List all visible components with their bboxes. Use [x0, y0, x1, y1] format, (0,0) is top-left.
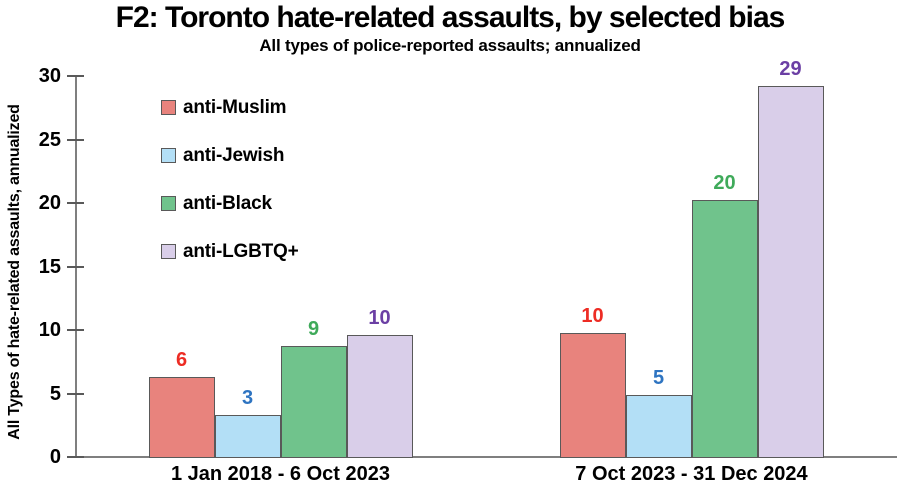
data-label-anti-muslim-1: 6 — [175, 348, 188, 371]
y-tick-mark — [67, 138, 84, 141]
data-label-anti-lgbtq-1: 10 — [368, 307, 391, 330]
y-tick-label: 25 — [38, 128, 61, 151]
legend-label-anti-black: anti-Black — [183, 192, 272, 214]
legend-label-anti-jewish: anti-Jewish — [183, 144, 285, 166]
data-label-anti-muslim-2: 10 — [581, 305, 604, 328]
y-tick-label: 10 — [38, 319, 61, 341]
y-tick-label: 5 — [49, 382, 61, 405]
data-label-anti-jewish-2: 5 — [652, 366, 665, 389]
bar-anti-muslim-1 — [148, 376, 215, 458]
bar-anti-jewish-1 — [214, 415, 281, 458]
legend-item-anti-black: anti-Black — [161, 192, 299, 214]
legend-swatch-anti-black — [161, 196, 176, 211]
bar-anti-lgbtq-1 — [346, 335, 413, 458]
y-tick-mark — [67, 456, 84, 458]
bar-anti-black-2 — [691, 200, 758, 458]
y-tick-mark — [67, 202, 84, 204]
bar-anti-black-1 — [280, 345, 347, 458]
bar-anti-jewish-2 — [625, 394, 692, 458]
legend-label-anti-muslim: anti-Muslim — [183, 96, 287, 118]
legend-label-anti-lgbtq: anti-LGBTQ+ — [183, 240, 299, 262]
x-axis-line — [75, 456, 897, 458]
y-tick-label: 15 — [38, 255, 61, 278]
bar-anti-muslim-2 — [559, 333, 626, 458]
category-label-1: 1 Jan 2018 - 6 Oct 2023 — [170, 463, 391, 485]
y-tick-mark — [67, 75, 84, 77]
y-tick-mark — [67, 392, 84, 395]
legend-swatch-anti-muslim — [161, 100, 176, 115]
category-label-2: 7 Oct 2023 - 31 Dec 2024 — [575, 463, 808, 485]
y-tick-mark — [67, 265, 84, 268]
legend-swatch-anti-jewish — [161, 148, 176, 163]
chart-subtitle: All types of police-reported assaults; a… — [259, 36, 641, 55]
legend-item-anti-muslim: anti-Muslim — [161, 96, 299, 118]
data-label-anti-lgbtq-2: 29 — [779, 58, 802, 81]
y-tick-label: 20 — [38, 192, 61, 214]
legend-swatch-anti-lgbtq — [161, 244, 176, 259]
y-tick-label: 30 — [38, 65, 61, 87]
data-label-anti-black-2: 20 — [713, 172, 736, 195]
legend-item-anti-jewish: anti-Jewish — [161, 144, 299, 166]
y-tick-label: 0 — [49, 446, 61, 468]
y-tick-mark — [67, 329, 84, 331]
legend-item-anti-lgbtq: anti-LGBTQ+ — [161, 240, 299, 262]
data-label-anti-jewish-1: 3 — [241, 387, 254, 410]
legend: anti-Muslim anti-Jewish anti-Black anti-LGB… — [161, 96, 299, 262]
data-label-anti-black-1: 9 — [307, 317, 320, 340]
chart-title: F2: Toronto hate-related assaults, by se… — [115, 1, 786, 34]
bar-anti-lgbtq-2 — [757, 86, 824, 458]
